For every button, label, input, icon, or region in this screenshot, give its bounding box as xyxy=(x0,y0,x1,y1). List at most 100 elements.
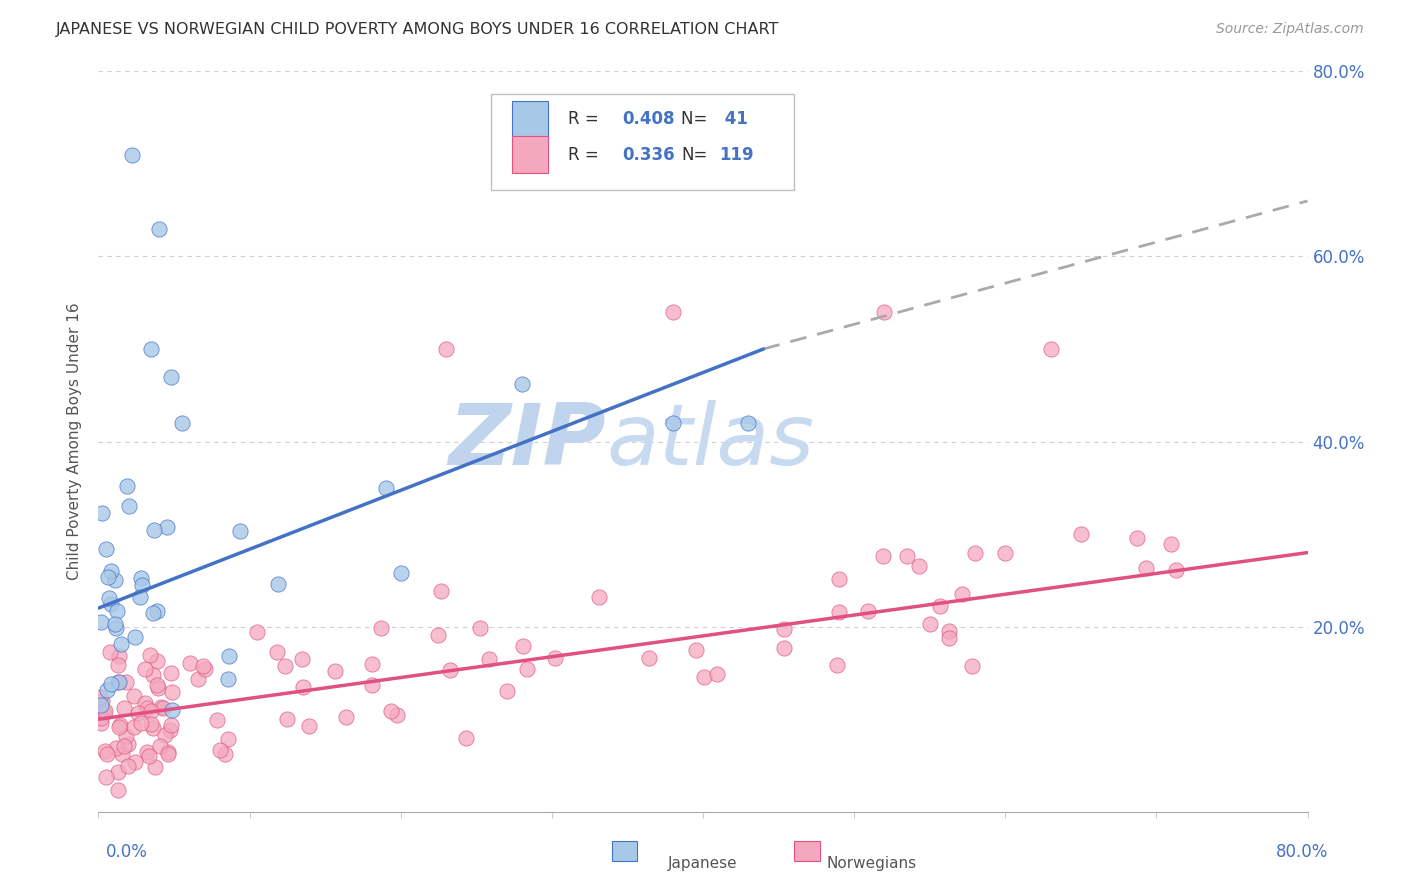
Point xyxy=(135,701,157,715)
Point xyxy=(950,587,973,601)
Point xyxy=(104,573,127,587)
Point xyxy=(187,672,209,686)
Point xyxy=(90,698,112,712)
Point xyxy=(768,175,790,190)
Point xyxy=(920,617,942,632)
Point xyxy=(122,719,145,733)
Point xyxy=(772,640,794,655)
Point xyxy=(207,714,229,728)
Text: 119: 119 xyxy=(718,146,754,164)
Point xyxy=(105,621,128,635)
Point xyxy=(193,658,215,673)
Point xyxy=(98,591,121,605)
Point xyxy=(153,728,176,742)
Point xyxy=(962,659,984,673)
Point xyxy=(100,564,122,578)
Point xyxy=(149,700,172,714)
Point xyxy=(291,680,314,694)
Point xyxy=(872,549,894,563)
Point xyxy=(142,606,165,620)
Point xyxy=(122,690,145,704)
Point xyxy=(115,729,138,743)
Point xyxy=(938,624,960,638)
Point xyxy=(90,506,112,520)
Point xyxy=(90,615,112,629)
Point xyxy=(828,572,851,586)
Point xyxy=(908,558,931,573)
Point xyxy=(139,648,162,663)
Point xyxy=(160,703,183,717)
Text: Japanese: Japanese xyxy=(668,856,738,871)
Point xyxy=(298,719,321,733)
Point xyxy=(429,584,451,599)
Point xyxy=(1164,563,1187,577)
Point xyxy=(929,599,952,614)
FancyBboxPatch shape xyxy=(512,136,548,173)
Point xyxy=(134,696,156,710)
Text: 0.408: 0.408 xyxy=(621,111,675,128)
Text: N=: N= xyxy=(682,146,707,164)
Point xyxy=(96,747,118,762)
Point xyxy=(737,416,759,430)
Point xyxy=(156,745,179,759)
Point xyxy=(141,704,163,718)
Point xyxy=(685,643,707,657)
Point xyxy=(94,770,117,784)
Point xyxy=(124,755,146,769)
Point xyxy=(107,675,129,690)
Point xyxy=(91,706,114,720)
Text: JAPANESE VS NORWEGIAN CHILD POVERTY AMONG BOYS UNDER 16 CORRELATION CHART: JAPANESE VS NORWEGIAN CHILD POVERTY AMON… xyxy=(56,22,779,37)
Point xyxy=(117,737,139,751)
Point xyxy=(160,684,183,698)
Point xyxy=(118,500,141,514)
Point xyxy=(828,605,851,619)
Point xyxy=(389,566,412,581)
Point xyxy=(706,667,728,681)
Point xyxy=(138,749,160,764)
Point xyxy=(965,545,987,560)
Point xyxy=(146,678,169,692)
Point xyxy=(129,572,152,586)
Point xyxy=(100,597,122,611)
Point xyxy=(142,667,165,681)
Point xyxy=(228,524,250,538)
Point xyxy=(938,631,960,645)
Point xyxy=(94,542,117,557)
Point xyxy=(380,704,402,718)
Point xyxy=(156,747,179,762)
Point xyxy=(112,701,135,715)
Point xyxy=(637,651,659,665)
Point xyxy=(159,718,181,732)
Point xyxy=(90,716,112,731)
Point xyxy=(152,700,174,714)
Point xyxy=(693,669,716,683)
Point xyxy=(146,654,169,668)
Point xyxy=(434,342,457,356)
Point xyxy=(94,743,117,757)
FancyBboxPatch shape xyxy=(512,101,548,138)
Point xyxy=(544,651,567,665)
Point xyxy=(470,621,492,635)
Point xyxy=(217,732,239,747)
Point xyxy=(495,684,517,698)
Point xyxy=(1135,561,1157,575)
Point xyxy=(267,577,290,591)
Point xyxy=(246,624,269,639)
Text: R =: R = xyxy=(568,111,603,128)
Point xyxy=(89,690,111,704)
Point xyxy=(111,747,134,761)
Point xyxy=(110,718,132,732)
Point xyxy=(1070,527,1092,541)
Point xyxy=(873,305,896,319)
Point xyxy=(1160,537,1182,551)
Point xyxy=(374,481,396,495)
Point xyxy=(325,665,347,679)
Point xyxy=(361,657,384,671)
Point xyxy=(115,479,138,493)
Point xyxy=(107,782,129,797)
Point xyxy=(108,674,131,689)
Point xyxy=(112,739,135,754)
Point xyxy=(214,747,236,762)
Point xyxy=(121,147,143,161)
Point xyxy=(160,666,183,681)
